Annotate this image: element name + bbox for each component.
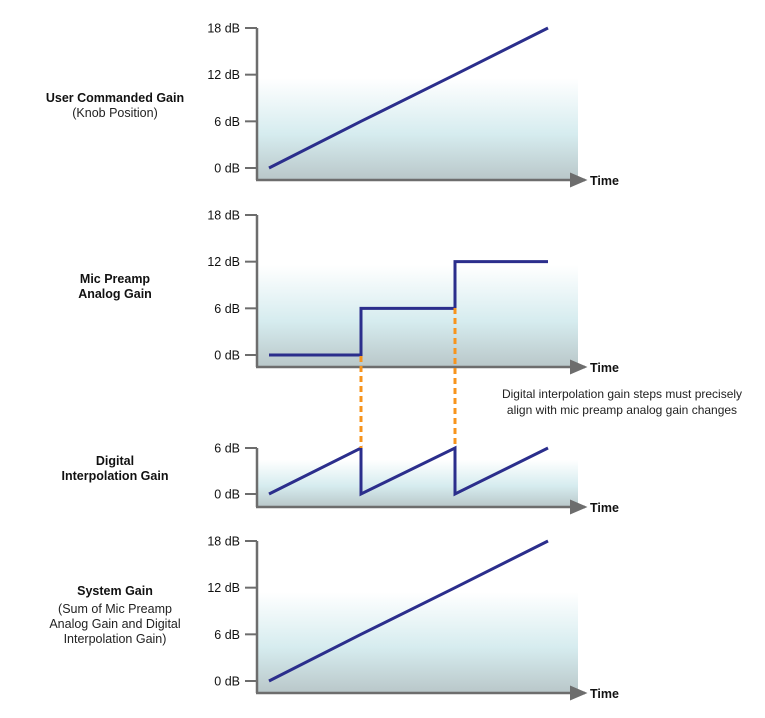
gain-series-line [268,539,549,683]
gain-series-line [268,445,549,497]
panel-label-digital-interpolation-gain: Digital Interpolation Gain [20,454,210,484]
y-tick-label: 6 dB [214,442,240,456]
panel-subtitle-line3: Interpolation Gain) [63,632,167,646]
y-tick-label: 18 dB [207,209,240,223]
y-tick-label: 12 dB [207,255,240,269]
plot-background [257,78,578,180]
x-axis-label: Time [590,361,619,375]
chart-panel-4: 18 dB 12 dB 6 dB 0 dB Time [207,535,619,702]
chart-panel-3: 6 dB 0 dB Time [214,442,619,516]
panel-subtitle: (Knob Position) [72,106,158,120]
y-tick-label: 6 dB [214,302,240,316]
panel-title: System Gain [77,584,153,598]
gain-series-line [269,260,548,357]
panel-label-system-gain: System Gain (Sum of Mic Preamp Analog Ga… [20,584,210,647]
y-tick-label: 0 dB [214,488,240,502]
x-axis-label: Time [590,174,619,188]
alignment-annotation: Digital interpolation gain steps must pr… [472,386,765,418]
y-tick-label: 0 dB [214,675,240,689]
y-tick-label: 6 dB [214,115,240,129]
gain-series-line [268,26,549,170]
y-tick-label: 12 dB [207,68,240,82]
panel-title: User Commanded Gain [45,91,185,105]
x-axis-label: Time [590,501,619,515]
y-tick-label: 0 dB [214,349,240,363]
y-tick-label: 18 dB [207,535,240,549]
plot-background [257,265,578,367]
x-axis-label: Time [590,687,619,701]
chart-panel-2: 18 dB 12 dB 6 dB 0 dB Time [207,209,619,376]
y-tick-label: 6 dB [214,628,240,642]
panel-title-line1: Mic Preamp [79,272,151,286]
panel-title-line2: Analog Gain [78,287,152,301]
annotation-line2: align with mic preamp analog gain change… [506,403,738,417]
plot-background [257,592,578,693]
y-tick-label: 18 dB [207,22,240,36]
chart-panel-1: 18 dB 12 dB 6 dB 0 dB Time [207,22,619,189]
alignment-guides [359,308,457,448]
annotation-line1: Digital interpolation gain steps must pr… [501,387,743,401]
y-tick-label: 0 dB [214,162,240,176]
panel-subtitle-line2: Analog Gain and Digital [49,617,181,631]
panel-title-line2: Interpolation Gain [61,469,169,483]
panel-title-line1: Digital [95,454,135,468]
panel-label-user-commanded-gain: User Commanded Gain (Knob Position) [30,91,200,121]
y-tick-label: 12 dB [207,581,240,595]
panel-subtitle-line1: (Sum of Mic Preamp [58,602,172,616]
panel-label-mic-preamp-gain: Mic Preamp Analog Gain [30,272,200,302]
